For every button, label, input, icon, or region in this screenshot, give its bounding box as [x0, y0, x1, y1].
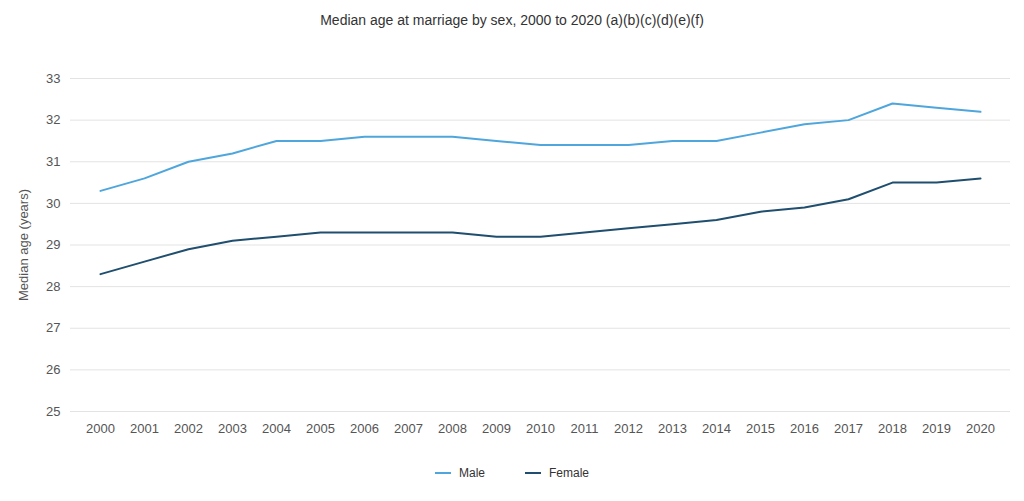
svg-text:2006: 2006 — [350, 421, 379, 436]
svg-text:2004: 2004 — [262, 421, 291, 436]
svg-text:2007: 2007 — [394, 421, 423, 436]
svg-text:31: 31 — [46, 154, 60, 169]
svg-text:2012: 2012 — [614, 421, 643, 436]
html-text:Median age at marriage by sex,: Median age at marriage by sex, 2000 to 2… — [320, 12, 704, 28]
svg-text:2001: 2001 — [130, 421, 159, 436]
svg-text:25: 25 — [46, 404, 60, 419]
svg-text:26: 26 — [46, 362, 60, 377]
svg-text:2015: 2015 — [746, 421, 775, 436]
svg-text:2011: 2011 — [571, 421, 599, 436]
svg-text:2010: 2010 — [526, 421, 555, 436]
svg-text:2017: 2017 — [834, 421, 863, 436]
svg-text:2018: 2018 — [878, 421, 907, 436]
svg-text:33: 33 — [46, 71, 60, 86]
html-text:Female: Female — [549, 466, 589, 480]
svg-text:2014: 2014 — [702, 421, 731, 436]
svg-text:2005: 2005 — [306, 421, 335, 436]
svg-text:2008: 2008 — [438, 421, 467, 436]
svg-text:2003: 2003 — [218, 421, 247, 436]
svg-text:2016: 2016 — [790, 421, 819, 436]
svg-text:29: 29 — [46, 237, 60, 252]
svg-text:2000: 2000 — [86, 421, 115, 436]
svg-text:30: 30 — [46, 196, 60, 211]
svg-text:28: 28 — [46, 279, 60, 294]
svg-text:27: 27 — [46, 320, 60, 335]
svg-text:2002: 2002 — [174, 421, 203, 436]
svg-text:Median age (years): Median age (years) — [16, 189, 31, 301]
svg-text:2009: 2009 — [482, 421, 511, 436]
svg-text:2020: 2020 — [966, 421, 995, 436]
svg-text:2019: 2019 — [922, 421, 951, 436]
svg-text:2013: 2013 — [658, 421, 687, 436]
svg-text:32: 32 — [46, 112, 60, 127]
html-text:Male: Male — [459, 466, 485, 480]
